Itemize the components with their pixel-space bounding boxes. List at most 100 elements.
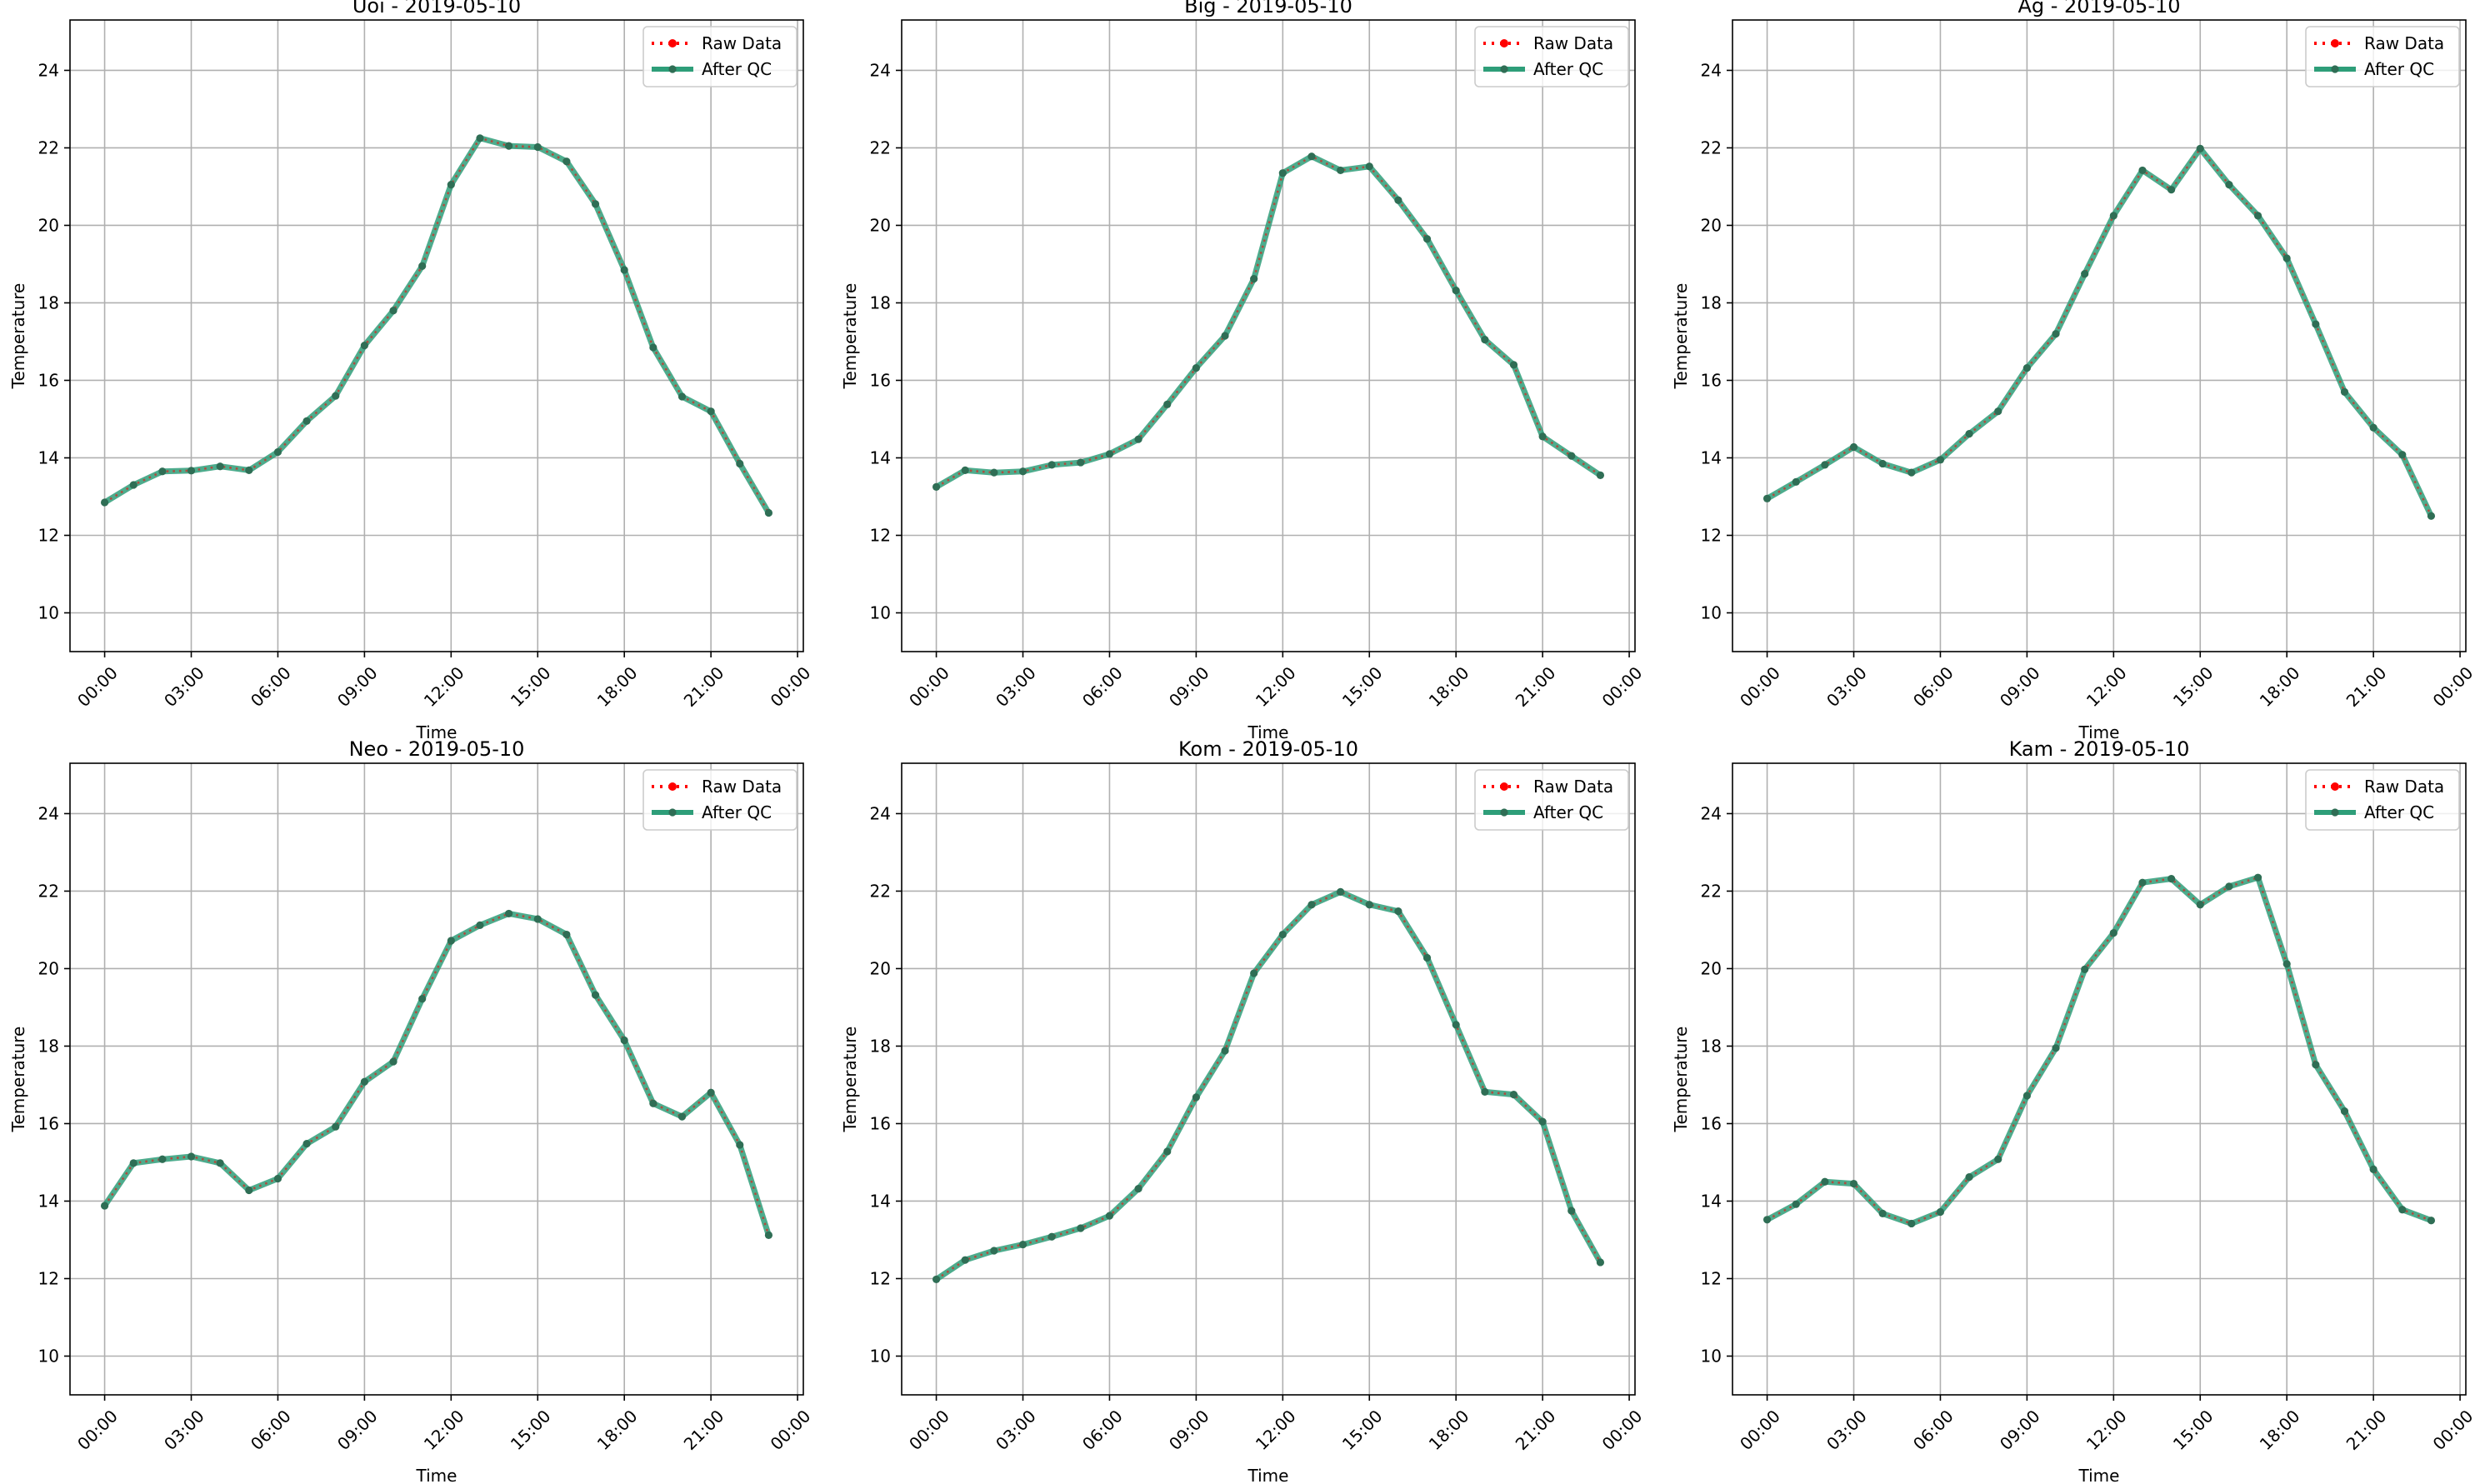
data-point <box>1762 494 1772 502</box>
data-point <box>1308 152 1316 161</box>
axes-frame <box>1732 762 2467 1396</box>
data-point <box>2081 269 2089 278</box>
data-point <box>2081 965 2089 973</box>
data-point <box>389 1057 398 1066</box>
subplot-2: 10 12 14 16 18 20 22 24 00:00 03:00 06:00 09:00 12:0… <box>840 0 1646 742</box>
y-tick-label: 14 <box>1701 447 1722 467</box>
x-tick-label: 12:00 <box>420 662 468 711</box>
axes-frame <box>901 762 1636 1396</box>
data-point <box>932 1275 941 1284</box>
data-point <box>332 392 340 400</box>
legend-raw-marker <box>668 39 677 47</box>
series-line-raw-data <box>1766 876 2432 1225</box>
legend-qc-marker <box>668 808 677 817</box>
gridlines <box>1732 763 2466 1395</box>
x-tick-label: 12:00 <box>2082 1406 2131 1454</box>
y-tick-label: 10 <box>870 1346 891 1366</box>
data-point <box>245 466 253 474</box>
data-point <box>678 1112 687 1121</box>
data-point <box>187 467 196 475</box>
y-tick-label: 16 <box>1701 1113 1722 1133</box>
x-tick-label: 03:00 <box>992 662 1040 711</box>
data-point <box>1278 169 1287 177</box>
data-point <box>302 1140 311 1148</box>
data-point <box>389 307 398 315</box>
data-point <box>1105 450 1114 458</box>
data-point <box>158 467 167 476</box>
data-point <box>1596 471 1605 480</box>
x-axis-label: Time <box>1248 722 1289 742</box>
data-point <box>707 1088 715 1097</box>
y-tick-label: 24 <box>1701 803 1722 823</box>
series-line-raw-data <box>103 912 770 1236</box>
data-point <box>1568 452 1576 460</box>
data-point <box>505 142 513 150</box>
data-point <box>273 1174 282 1183</box>
legend: Raw Data After QC <box>2305 769 2460 831</box>
x-tick-label: 15:00 <box>507 1406 555 1454</box>
x-tick-label: 00:00 <box>73 1406 122 1454</box>
data-point <box>1481 336 1489 344</box>
x-tick-label: 09:00 <box>1996 662 2044 711</box>
x-tick-label: 18:00 <box>2256 1406 2304 1454</box>
data-point <box>562 157 571 166</box>
data-points <box>932 152 1605 491</box>
y-tick-label: 16 <box>38 370 59 390</box>
x-axis-label: Time <box>2078 1466 2120 1484</box>
data-point <box>736 459 744 468</box>
y-tick-label: 22 <box>1701 137 1722 157</box>
x-tick-label: 06:00 <box>247 662 295 711</box>
y-tick-label: 14 <box>38 447 59 467</box>
data-point <box>1134 435 1142 443</box>
y-tick-label: 10 <box>38 602 59 622</box>
subplot-title: Neo - 2019-05-10 <box>349 737 525 761</box>
data-point <box>476 921 484 929</box>
x-tick-label: 09:00 <box>333 662 382 711</box>
y-tick-label: 24 <box>38 60 59 80</box>
data-point <box>302 417 311 425</box>
data-point <box>1250 275 1258 283</box>
y-tick-label: 20 <box>870 958 891 978</box>
x-axis-label: Time <box>416 722 458 742</box>
data-point <box>418 995 427 1003</box>
data-point <box>620 266 628 274</box>
x-tick-label: 03:00 <box>1822 1406 1871 1454</box>
y-tick-label: 16 <box>870 370 891 390</box>
data-point <box>273 447 282 457</box>
data-point <box>1538 432 1547 441</box>
y-tick-label: 24 <box>870 60 891 80</box>
legend-raw-marker <box>668 782 677 791</box>
legend-qc-marker <box>1500 65 1508 73</box>
y-tick-label: 10 <box>1701 1346 1722 1366</box>
y-tick-label: 20 <box>38 958 59 978</box>
x-tick-label: 21:00 <box>2342 662 2391 711</box>
data-point <box>505 909 513 918</box>
series-line-after-qc <box>1764 874 2434 1227</box>
y-tick-label: 12 <box>38 1268 59 1288</box>
data-point <box>2427 512 2436 520</box>
legend: Raw Data After QC <box>1474 769 1629 831</box>
subplot-3: 10 12 14 16 18 20 22 24 00:00 03:00 06:00 09:00 12:0… <box>1671 0 2477 742</box>
x-tick-label: 00:00 <box>1598 1406 1647 1454</box>
y-tick-label: 22 <box>38 881 59 901</box>
x-tick-label: 15:00 <box>507 662 555 711</box>
y-tick-label: 16 <box>870 1113 891 1133</box>
legend-raw-marker <box>1500 39 1508 47</box>
x-tick-label: 09:00 <box>1165 1406 1213 1454</box>
data-point <box>2052 1044 2060 1052</box>
x-tick-label: 00:00 <box>2429 662 2478 711</box>
data-point <box>1365 162 1373 171</box>
subplot-1: 10 12 14 16 18 20 22 24 00:00 03:00 06:00 09:00 12:0… <box>8 0 814 742</box>
x-tick-label: 03:00 <box>160 1406 208 1454</box>
series-line-raw-data <box>103 137 770 514</box>
y-tick-label: 18 <box>1701 1036 1722 1056</box>
x-tick-label: 18:00 <box>1425 1406 1473 1454</box>
subplot-title: Uoi - 2019-05-10 <box>352 0 521 17</box>
legend-qc-marker <box>2331 808 2339 817</box>
x-tick-label: 09:00 <box>1165 662 1213 711</box>
subplot-5: 10 12 14 16 18 20 22 24 00:00 03:00 06:00 09:00 12:0… <box>840 737 1646 1484</box>
y-tick-label: 18 <box>1701 292 1722 312</box>
data-point <box>1908 468 1916 477</box>
data-point <box>360 342 368 350</box>
